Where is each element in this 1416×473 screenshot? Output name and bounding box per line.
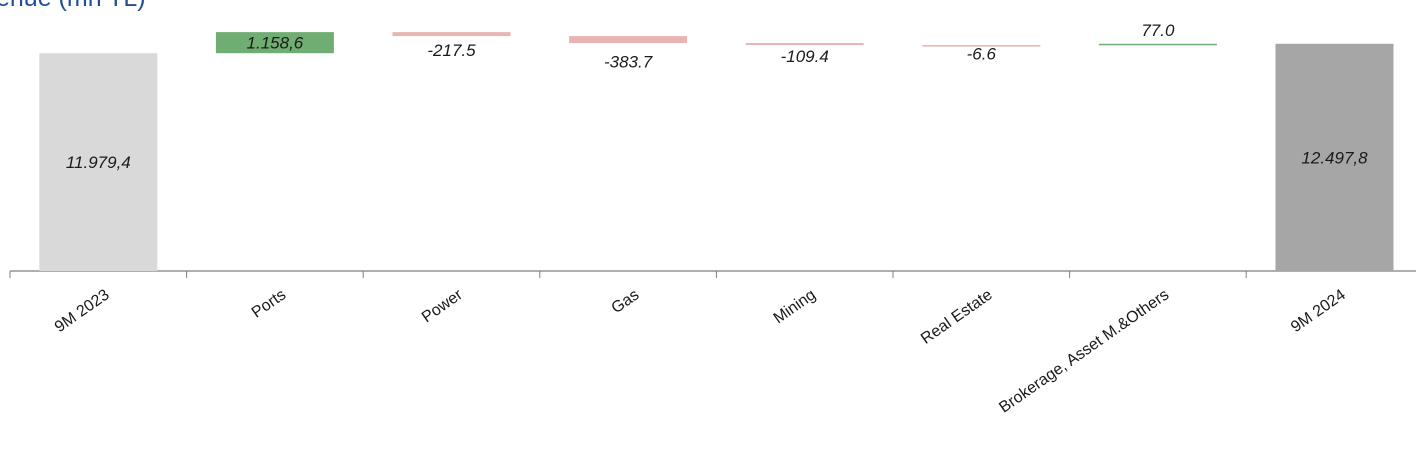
chart-title: enue (mn TL) (0, 0, 146, 13)
x-tick-label-brokerage-asset-m-others: Brokerage, Asset M.&Others (996, 286, 1172, 416)
x-tick-label-mining: Mining (771, 286, 819, 327)
data-label-9m-2023: 11.979,4 (66, 153, 131, 172)
bar-9m-2023 (39, 53, 158, 272)
bar-gas (569, 36, 688, 44)
data-label-brokerage-asset-m-others: 77.0 (1141, 21, 1175, 40)
bar-real-estate (922, 45, 1041, 47)
bar-9m-2024 (1275, 43, 1394, 271)
x-tick-label-gas: Gas (609, 286, 643, 317)
x-tick-label-real-estate: Real Estate (918, 286, 996, 347)
x-tick-label-power: Power (419, 286, 466, 326)
x-tick-label-ports: Ports (249, 286, 289, 321)
data-label-ports: 1.158,6 (247, 34, 304, 53)
bar-mining (745, 43, 864, 46)
bar-ports (215, 32, 334, 54)
bar-power (392, 32, 511, 37)
data-label-real-estate: -6.6 (967, 44, 997, 63)
x-tick-label-9m-2023: 9M 2023 (52, 286, 113, 336)
data-label-mining: -109.4 (781, 47, 829, 66)
bar-brokerage-asset-m-others (1098, 43, 1217, 46)
data-label-power: -217.5 (427, 41, 476, 60)
x-tick-label-9m-2024: 9M 2024 (1288, 286, 1349, 336)
data-label-gas: -383.7 (604, 53, 653, 72)
data-label-9m-2024: 12.497,8 (1301, 148, 1368, 167)
